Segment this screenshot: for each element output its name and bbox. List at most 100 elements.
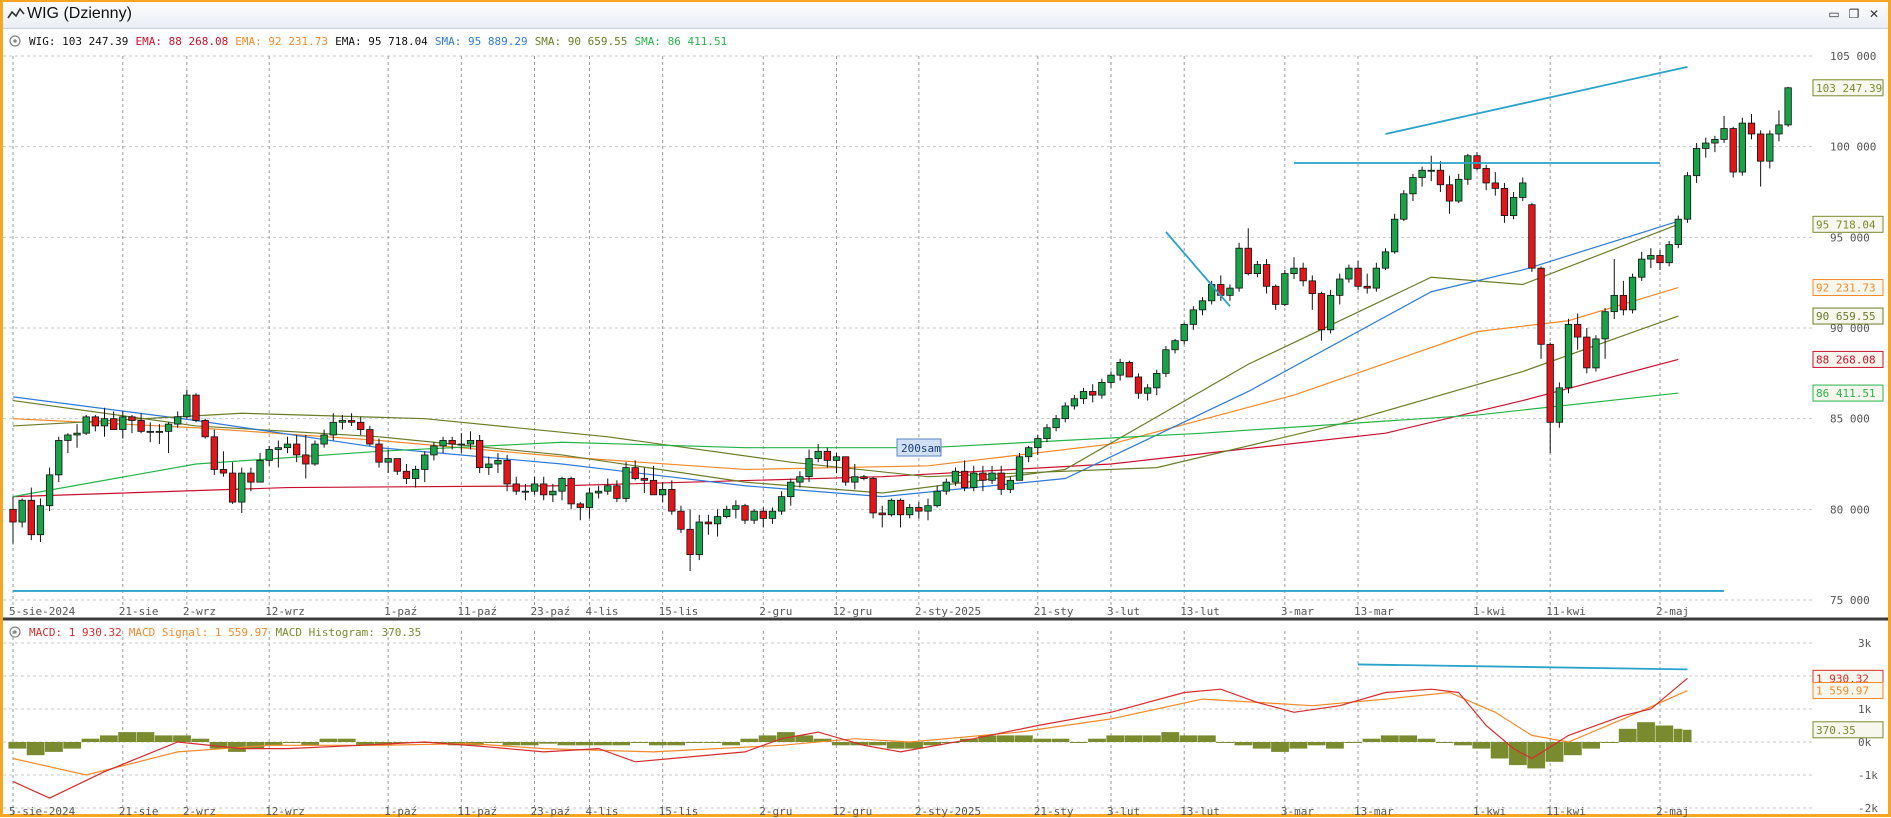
candle-body bbox=[201, 420, 209, 438]
candle-body bbox=[594, 490, 603, 494]
candle-body bbox=[906, 507, 914, 516]
moving-average-line bbox=[12, 315, 1679, 478]
candle-body bbox=[951, 470, 960, 483]
candle-body bbox=[274, 447, 283, 450]
histogram-bar bbox=[722, 742, 740, 746]
histogram-bar bbox=[319, 738, 338, 742]
candle-body bbox=[338, 420, 347, 423]
value-tag-label: 88 268.08 bbox=[1816, 353, 1876, 366]
candle-body bbox=[1436, 169, 1445, 186]
candle-body bbox=[750, 510, 758, 521]
histogram-bar bbox=[575, 742, 594, 746]
y-tick-label: 90 000 bbox=[1830, 322, 1870, 335]
x-tick-label: 2-sty-2025 bbox=[915, 605, 981, 618]
y-tick-label: 0k bbox=[1858, 736, 1872, 749]
candle-body bbox=[1647, 255, 1655, 260]
candle-body bbox=[45, 474, 54, 507]
candle-body bbox=[1116, 362, 1124, 376]
y-tick-label: 105 000 bbox=[1830, 50, 1876, 63]
x-tick-label: 3-lut bbox=[1107, 605, 1140, 618]
candle-body bbox=[1372, 267, 1380, 289]
y-tick-label: 95 000 bbox=[1830, 231, 1870, 244]
candle-body bbox=[329, 421, 337, 436]
candle-body bbox=[613, 485, 621, 499]
moving-average-line bbox=[12, 220, 1679, 498]
candle-body bbox=[82, 416, 90, 434]
candle-body bbox=[988, 472, 996, 481]
x-tick-label: 3-mar bbox=[1281, 605, 1314, 618]
candle-body bbox=[512, 483, 520, 492]
histogram-bar bbox=[648, 742, 667, 746]
value-tag-box bbox=[1812, 384, 1884, 402]
histogram-bar bbox=[1682, 729, 1692, 742]
candle-body bbox=[421, 454, 429, 470]
histogram-bar bbox=[1490, 742, 1509, 759]
histogram-bar bbox=[1216, 742, 1235, 743]
candle-body bbox=[1546, 343, 1554, 423]
candle-body bbox=[466, 440, 475, 445]
close-button[interactable]: ✕ bbox=[1868, 7, 1880, 21]
restore-button[interactable]: ❐ bbox=[1848, 7, 1860, 21]
candle-body bbox=[183, 394, 191, 418]
candle-body bbox=[1198, 300, 1207, 311]
candle-body bbox=[1336, 278, 1344, 296]
value-tag-box bbox=[1812, 721, 1884, 739]
candle-body bbox=[997, 472, 1005, 490]
candle-body bbox=[110, 418, 118, 430]
candle-body bbox=[759, 510, 767, 519]
candle-body bbox=[375, 443, 383, 463]
annotation-label[interactable]: 200sam bbox=[896, 438, 942, 457]
value-tag-label: 95 718.04 bbox=[1816, 218, 1876, 231]
candle-body bbox=[1015, 456, 1024, 481]
x-tick-label: 1-kwi bbox=[1473, 805, 1506, 818]
histogram-bar bbox=[1344, 742, 1363, 743]
histogram-bar bbox=[63, 742, 82, 749]
y-tick-label: 100 000 bbox=[1830, 141, 1876, 154]
candle-body bbox=[521, 490, 530, 493]
x-tick-label: 11-kwi bbox=[1546, 605, 1586, 618]
candle-body bbox=[91, 416, 99, 427]
candle-body bbox=[210, 436, 218, 470]
histogram-bar bbox=[758, 735, 777, 742]
x-tick-label: 21-sty bbox=[1034, 605, 1074, 618]
value-tag-label: 103 247.39 bbox=[1816, 82, 1882, 95]
histogram-bar bbox=[813, 738, 832, 742]
candle-body bbox=[1134, 376, 1143, 394]
chart-canvas[interactable]: 105 000 100 000 95 000 90 000 85 000 80 000 75… bbox=[3, 28, 1888, 818]
candle-body bbox=[1089, 391, 1097, 396]
minimize-button[interactable]: ▭ bbox=[1828, 7, 1840, 21]
histogram-bar bbox=[337, 738, 356, 742]
candle-body bbox=[622, 467, 630, 499]
value-tag-label: 86 411.51 bbox=[1816, 387, 1876, 400]
x-tick-label: 2-wrz bbox=[183, 805, 216, 818]
histogram-bar bbox=[612, 742, 631, 746]
histogram-bar bbox=[703, 742, 722, 743]
window-title: WIG (Dzienny) bbox=[27, 5, 132, 22]
x-tick-label: 13-mar bbox=[1354, 605, 1394, 618]
candle-body bbox=[1180, 323, 1188, 342]
settings-icon[interactable] bbox=[9, 35, 21, 47]
macd-settings-icon[interactable] bbox=[9, 626, 21, 638]
candle-body bbox=[283, 443, 292, 449]
candle-body bbox=[100, 418, 109, 427]
candle-body bbox=[1226, 287, 1234, 296]
histogram-bar bbox=[136, 732, 155, 742]
candle-body bbox=[1070, 398, 1079, 407]
histogram-bar bbox=[740, 738, 759, 742]
candle-body bbox=[631, 467, 639, 479]
x-tick-label: 21-sie bbox=[119, 605, 159, 618]
price-legend: WIG: 103 247.39 EMA: 88 268.08 EMA: 92 231… bbox=[29, 35, 727, 48]
candle-body bbox=[192, 394, 200, 421]
x-tick-label: 5-sie-2024 bbox=[9, 805, 76, 818]
histogram-bar bbox=[1252, 742, 1271, 749]
legend-entry: SMA: 95 889.29 bbox=[435, 35, 528, 48]
candle-body bbox=[1281, 273, 1289, 305]
macd-line bbox=[12, 677, 1688, 799]
histogram-bar bbox=[392, 742, 411, 743]
candle-body bbox=[768, 510, 777, 519]
candle-body bbox=[1317, 293, 1326, 331]
candle-body bbox=[567, 478, 575, 505]
candle-body bbox=[311, 443, 319, 465]
x-tick-label: 2-maj bbox=[1656, 805, 1689, 818]
